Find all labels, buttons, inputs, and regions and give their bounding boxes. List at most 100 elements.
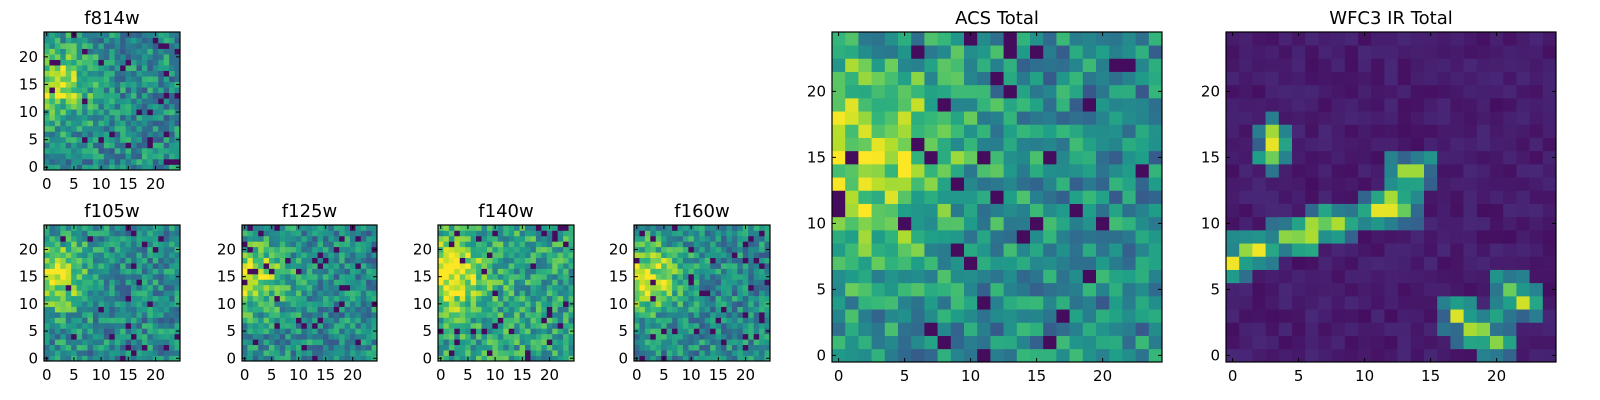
wfc3-ir-total-cell (1292, 282, 1306, 297)
f125w-cell (333, 252, 340, 258)
acs-total-cell (1030, 124, 1044, 138)
wfc3-ir-total-cell (1384, 190, 1398, 204)
wfc3-ir-total-x-tick-label: 20 (1487, 367, 1506, 385)
f140w-cell (525, 322, 531, 329)
f105w-cell (109, 290, 116, 297)
f105w-cell (65, 306, 72, 313)
f160w-cell (731, 268, 738, 275)
f105w-cell (71, 290, 77, 297)
f125w-cell (301, 355, 308, 362)
f814w-cell (158, 164, 165, 171)
f105w-cell (158, 279, 165, 286)
acs-total-cell (924, 32, 938, 46)
f140w-cell (541, 317, 548, 324)
f140w-cell (486, 355, 493, 362)
acs-total-cell (937, 348, 952, 363)
wfc3-ir-total-cell (1278, 230, 1293, 244)
f105w-cell (158, 295, 165, 302)
f160w-cell (699, 344, 706, 351)
f160w-cell (682, 328, 689, 335)
f814w-cell (174, 114, 181, 121)
f160w-cell (731, 252, 738, 258)
f160w-cell (666, 279, 673, 286)
acs-total-cell (1003, 164, 1018, 178)
f814w-cell (98, 114, 105, 121)
f814w-cell (141, 114, 148, 121)
f125w-cell (279, 273, 286, 280)
f105w-cell (174, 333, 181, 340)
wfc3-ir-total-cell (1410, 177, 1425, 191)
f140w-cell (492, 333, 499, 340)
f105w-cell (125, 279, 132, 286)
wfc3-ir-total-cell (1265, 348, 1280, 363)
f125w-cell (269, 350, 275, 356)
f814w-cell (120, 65, 126, 71)
f105w-cell (114, 246, 121, 253)
f125w-cell (296, 241, 302, 248)
acs-total-cell (977, 230, 991, 244)
wfc3-ir-total-title: WFC3 IR Total (1329, 8, 1452, 29)
f140w-cell (486, 235, 493, 242)
f105w-cell (60, 317, 67, 324)
f140w-cell (546, 257, 553, 264)
f105w-cell (125, 344, 132, 351)
f814w-cell (147, 98, 154, 105)
f814w-cell (98, 98, 105, 105)
f814w-cell (169, 32, 175, 38)
wfc3-ir-total-cell (1424, 32, 1438, 46)
f125w-cell (285, 235, 291, 242)
f105w-cell (141, 284, 148, 291)
acs-total-cell (1122, 58, 1136, 72)
f125w-cell (323, 284, 329, 291)
f814w-cell (103, 142, 110, 149)
f125w-cell (306, 268, 313, 275)
f140w-cell (568, 317, 575, 324)
f140w-cell (557, 263, 564, 269)
f814w-cell (158, 37, 165, 44)
f140w-cell (459, 333, 466, 340)
acs-total-cell (1122, 164, 1136, 178)
f160w-cell (721, 339, 727, 346)
f814w-cell (76, 81, 83, 88)
wfc3-ir-total-cell (1358, 282, 1372, 297)
f160w-cell (655, 344, 662, 351)
acs-total-cell (845, 111, 859, 125)
f140w-cell (514, 279, 520, 286)
f814w-cell (76, 147, 83, 154)
f140w-cell (497, 312, 504, 318)
f160w-cell (650, 301, 657, 307)
wfc3-ir-total-cell (1344, 137, 1359, 152)
acs-total-cell (1030, 269, 1044, 284)
f140w-cell (486, 225, 493, 231)
f160w-cell (742, 230, 749, 237)
f160w-cell (704, 355, 711, 362)
f140w-cell (486, 263, 493, 269)
f105w-cell (65, 322, 72, 329)
wfc3-ir-total-cell (1476, 58, 1491, 72)
wfc3-ir-total-cell (1424, 282, 1438, 297)
f140w-cell (476, 290, 482, 297)
f814w-cell (131, 65, 137, 71)
wfc3-ir-total-cell (1437, 45, 1451, 59)
wfc3-ir-total-cell (1358, 335, 1372, 350)
f140w-cell (546, 306, 553, 313)
f105w-cell (120, 273, 126, 280)
wfc3-ir-total-cell (1292, 190, 1306, 204)
f105w-cell (174, 350, 181, 356)
acs-total-cell (937, 111, 952, 125)
wfc3-ir-total-cell (1529, 164, 1544, 178)
wfc3-ir-total-cell (1292, 111, 1306, 125)
f140w-cell (535, 268, 542, 275)
wfc3-ir-total-cell (1331, 150, 1346, 165)
wfc3-ir-total-cell (1305, 32, 1319, 46)
f140w-cell (503, 295, 510, 302)
f140w-cell (503, 230, 510, 237)
f160w-cell (753, 339, 760, 346)
acs-total-cell (871, 256, 886, 270)
f814w-cell (76, 59, 83, 66)
f105w-cell (131, 268, 137, 275)
f814w-cell (49, 153, 56, 160)
f105w-cell (87, 263, 94, 269)
wfc3-ir-total-cell (1450, 309, 1464, 323)
f125w-cell (366, 295, 372, 302)
